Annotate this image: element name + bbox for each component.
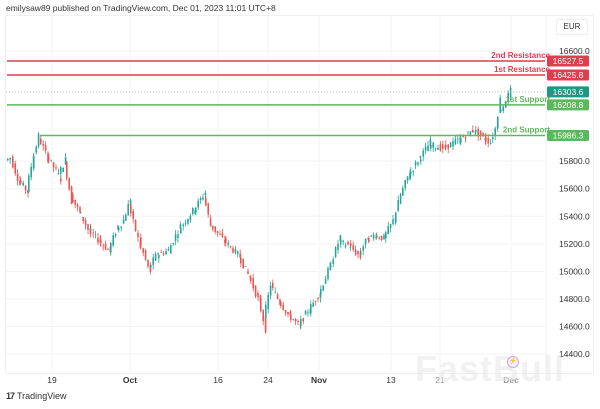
x-tick-label: Oct [123,375,137,385]
level-label: 2nd Resistance [491,51,550,60]
y-tick-label: 15600.0 [559,184,590,194]
candles [7,84,512,334]
x-tick-label: 24 [263,375,273,385]
level-label: 2nd Support [503,126,550,135]
level-label: 1st Support [506,95,551,104]
tradingview-logo-icon: 17 [6,391,15,401]
y-tick-label: 15800.0 [559,156,590,166]
level-price-badge: 16208.8 [553,100,584,110]
chart-frame [5,15,594,374]
level-label: 1st Resistance [494,65,551,74]
y-tick-label: 14400.0 [559,349,590,359]
y-tick-label: 14600.0 [559,321,590,331]
lightning-icon[interactable]: ⚡ [507,356,519,368]
footer: 17 TradingView [6,391,67,401]
x-tick-label: 16 [213,375,223,385]
y-tick-label: 15200.0 [559,239,590,249]
y-axis: 16600.0 15800.0 15600.0 15400.0 15200.0 15000… [559,46,590,359]
y-tick-label: 15000.0 [559,266,590,276]
y-tick-label: 15400.0 [559,211,590,221]
x-tick-label: 21 [435,375,445,385]
y-tick-label: 16600.0 [559,46,590,56]
x-axis: 19 Oct 16 24 Nov 13 21 Dec [47,375,519,385]
publish-info: emilysaw89 published on TradingView.com,… [6,3,276,13]
x-tick-label: 13 [386,375,396,385]
x-tick-label: 19 [47,375,57,385]
x-tick-label: Nov [311,375,327,385]
currency-button[interactable]: EUR [556,19,588,35]
last-price-badge: 16303.6 [547,86,589,98]
grid [6,16,547,371]
level-price-badge: 16527.5 [553,56,584,66]
watermark: FastBull [415,348,566,389]
level-price-badge: 15986.3 [553,131,584,141]
brand-label: TradingView [17,391,67,401]
y-tick-label: 14800.0 [559,294,590,304]
x-tick-label: Dec [503,375,519,385]
level-price-badge: 16425.8 [553,70,584,80]
svg-text:16303.6: 16303.6 [553,87,584,97]
